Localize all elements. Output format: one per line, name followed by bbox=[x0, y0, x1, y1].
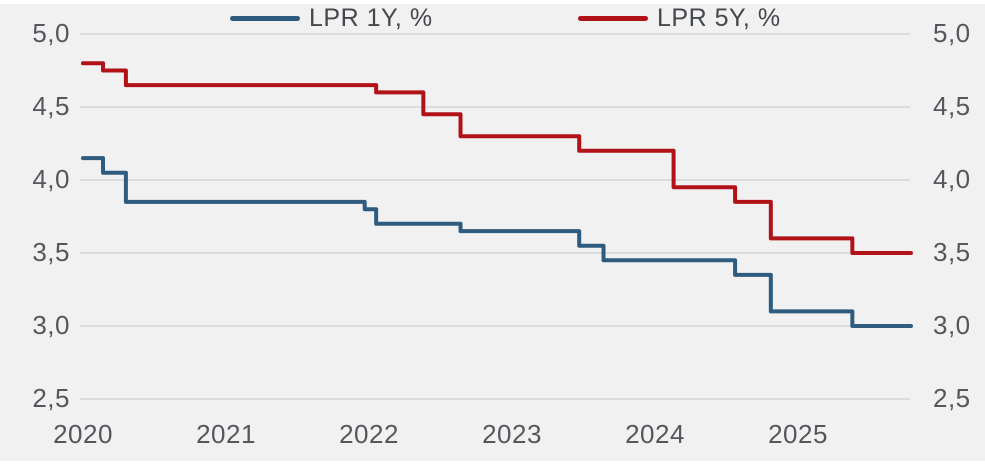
legend-line-swatch-lpr-1y bbox=[230, 15, 300, 21]
y-tick-label-right-4-0: 4,0 bbox=[933, 163, 971, 194]
legend-item-lpr-1y: LPR 1Y, % bbox=[230, 4, 433, 32]
legend: LPR 1Y, % LPR 5Y, % bbox=[0, 4, 985, 32]
legend-label-lpr-1y: LPR 1Y, % bbox=[309, 3, 433, 32]
y-tick-label-right-2-5: 2,5 bbox=[933, 382, 971, 413]
y-tick-label-left-5-0: 5,0 bbox=[32, 17, 70, 48]
series-line-lpr-5y bbox=[81, 61, 913, 255]
y-tick-label-left-3-0: 3,0 bbox=[32, 309, 70, 340]
series-line-lpr-1y bbox=[81, 156, 913, 328]
legend-line-swatch-lpr-5y bbox=[578, 15, 648, 21]
x-tick-label-2023: 2023 bbox=[482, 419, 542, 449]
x-tick-label-2025: 2025 bbox=[768, 419, 828, 449]
legend-label-lpr-5y: LPR 5Y, % bbox=[657, 3, 781, 32]
legend-item-lpr-5y: LPR 5Y, % bbox=[578, 4, 781, 32]
y-tick-label-right-4-5: 4,5 bbox=[933, 90, 971, 121]
x-tick-label-2020: 2020 bbox=[53, 419, 113, 449]
x-tick-label-2021: 2021 bbox=[196, 419, 256, 449]
y-tick-label-left-4-5: 4,5 bbox=[32, 90, 70, 121]
y-tick-label-right-3-0: 3,0 bbox=[933, 309, 971, 340]
y-tick-label-right-5-0: 5,0 bbox=[933, 17, 971, 48]
y-tick-label-right-3-5: 3,5 bbox=[933, 236, 971, 267]
x-tick-label-2022: 2022 bbox=[339, 419, 399, 449]
y-tick-label-left-2-5: 2,5 bbox=[32, 382, 70, 413]
y-tick-label-left-4-0: 4,0 bbox=[32, 163, 70, 194]
y-tick-label-left-3-5: 3,5 bbox=[32, 236, 70, 267]
x-tick-label-2024: 2024 bbox=[625, 419, 685, 449]
